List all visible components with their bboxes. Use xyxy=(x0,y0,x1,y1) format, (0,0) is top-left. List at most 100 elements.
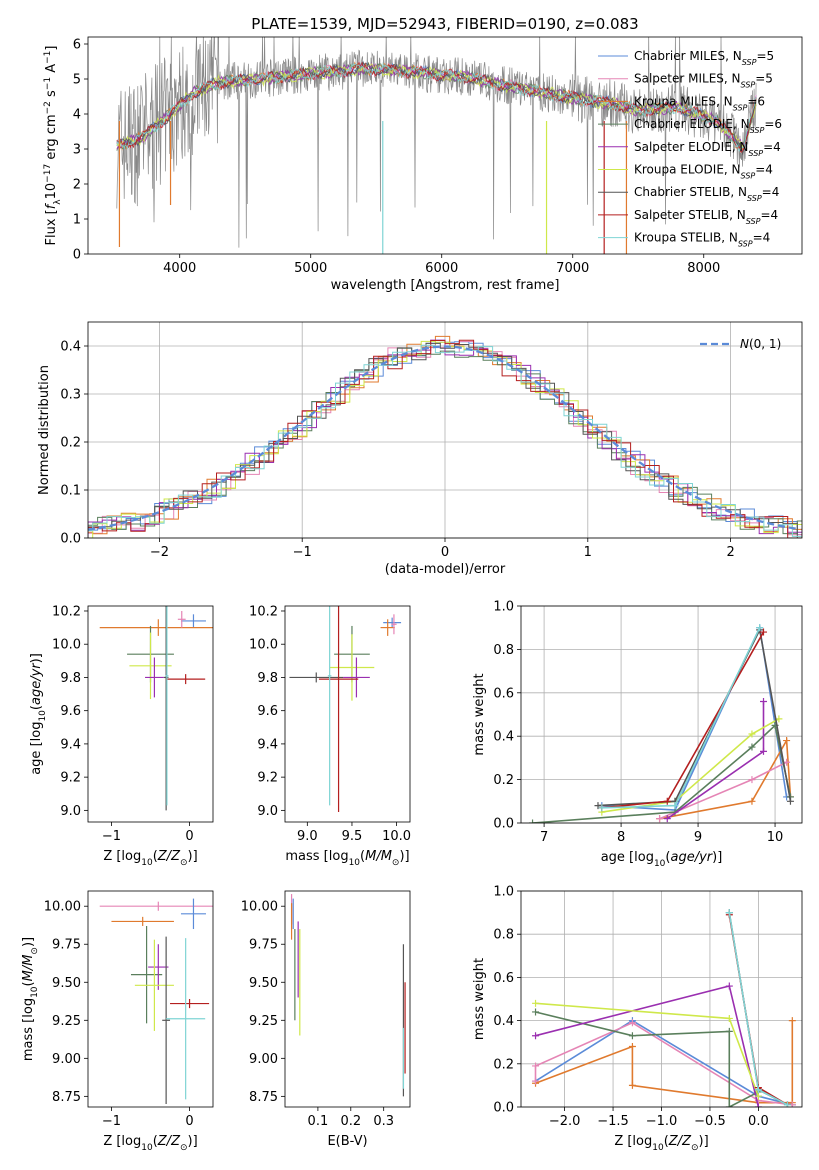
legend-label: Chabrier MILES, NSSP=5 xyxy=(634,49,774,67)
weight-line xyxy=(532,723,792,823)
y-tick-label: 9.50 xyxy=(249,976,278,991)
y-tick-label: 9.0 xyxy=(257,804,278,819)
x-tick-label: 9.0 xyxy=(297,829,318,844)
y-tick-label: 0.1 xyxy=(60,484,81,499)
y-tick-label: 9.25 xyxy=(52,1014,81,1029)
y-tick-label: 9.6 xyxy=(60,704,81,719)
age_vs_mass-plot-area xyxy=(289,606,402,813)
axes-frame xyxy=(87,321,803,539)
weight-marker xyxy=(725,909,733,917)
y-tick-label: 0.0 xyxy=(60,532,81,547)
weight-marker xyxy=(532,999,540,1007)
errorbar-point xyxy=(383,617,402,628)
mass_vs_Z-plot-area xyxy=(99,898,213,1104)
axes-frame xyxy=(284,605,411,823)
weight-marker xyxy=(760,747,768,755)
y-tick-label: 1.0 xyxy=(493,885,514,900)
y-tick-label: 9.75 xyxy=(249,938,278,953)
errorbar-point xyxy=(162,936,171,1104)
x-tick-label: 0.2 xyxy=(340,1114,361,1129)
errorbar-point xyxy=(163,606,169,811)
y-tick-label: 0.8 xyxy=(493,643,514,658)
model-line xyxy=(116,61,757,148)
x-tick-label: 4000 xyxy=(163,261,196,276)
y-tick-label: 0.6 xyxy=(493,971,514,986)
weight-marker xyxy=(663,815,671,823)
errorbar-point xyxy=(391,614,397,635)
weight_vs_Z-panel: −2.0 −1.5 −1.0 −0.5 0.0 0.0 0.2 0.4 0.6 0.8 1.0 Z [… xyxy=(472,885,803,1153)
legend-label: Chabrier ELODIE, NSSP=6 xyxy=(634,117,782,135)
x-tick-label: 6000 xyxy=(425,261,458,276)
x-axis-label: mass [log10(M/M⊙)] xyxy=(285,849,409,868)
legend-label: N(0, 1) xyxy=(740,337,781,351)
y-tick-label: 0.2 xyxy=(60,436,81,451)
x-axis-label: Z [log10(Z/Z⊙)] xyxy=(103,1134,197,1153)
weight-line xyxy=(535,1019,793,1106)
y-tick-label: 10.0 xyxy=(52,638,81,653)
weight-marker xyxy=(529,819,537,823)
age_vs_Z-plot-area xyxy=(99,606,213,811)
errorbar-point xyxy=(180,898,206,930)
legend: N(0, 1) xyxy=(700,337,781,351)
y-tick-label: 0.2 xyxy=(493,1057,514,1072)
x-tick-label: 0 xyxy=(441,545,449,560)
weight-marker xyxy=(760,697,768,705)
errorbar-point xyxy=(99,901,213,911)
weight-line xyxy=(535,1002,760,1097)
y-tick-label: 9.2 xyxy=(257,771,278,786)
weight_vs_Z-plot-area xyxy=(532,909,796,1107)
weight-marker xyxy=(788,1017,796,1025)
weight-marker xyxy=(628,1043,636,1051)
x-tick-label: −1 xyxy=(102,1114,121,1129)
y-tick-label: 9.25 xyxy=(249,1014,278,1029)
y-tick-label: 5 xyxy=(73,73,81,88)
errorbar-point xyxy=(166,674,206,685)
x-axis-label: E(B-V) xyxy=(327,1134,367,1149)
x-tick-label: 0.1 xyxy=(308,1114,329,1129)
y-axis-label: mass [log10(M/M⊙)] xyxy=(21,937,40,1061)
weight-marker xyxy=(671,802,679,810)
y-axis-label: mass weight xyxy=(472,673,487,755)
weight-marker xyxy=(725,1103,733,1107)
weight-marker xyxy=(656,815,664,823)
x-axis-label: Z [log10(Z/Z⊙)] xyxy=(614,1134,708,1153)
y-tick-label: 9.8 xyxy=(60,671,81,686)
errorbar-point xyxy=(134,939,174,1031)
weight-marker xyxy=(783,737,791,745)
y-tick-label: 9.6 xyxy=(257,704,278,719)
y-tick-label: 0.4 xyxy=(60,340,81,355)
weight-line xyxy=(601,627,761,809)
weight_vs_age-panel: 7 8 9 10 0.0 0.2 0.4 0.6 0.8 1.0 age [log10(age/yr… xyxy=(472,600,803,869)
x-tick-label: −0.5 xyxy=(694,1114,726,1129)
y-tick-label: 0.8 xyxy=(493,928,514,943)
y-tick-label: 10.0 xyxy=(249,638,278,653)
spectrum-plot-area xyxy=(116,37,757,254)
errorbar-point xyxy=(329,634,375,701)
weight-marker xyxy=(783,1101,791,1107)
x-tick-label: 9 xyxy=(694,830,702,845)
errorbar-point xyxy=(289,672,344,683)
y-tick-label: 9.4 xyxy=(60,737,81,752)
mass_vs_EBV-plot-area xyxy=(290,894,406,1097)
weight-marker xyxy=(748,797,756,805)
y-tick-label: 3 xyxy=(73,143,81,158)
y-tick-label: 9.4 xyxy=(257,737,278,752)
legend-label: Salpeter MILES, NSSP=5 xyxy=(634,72,773,90)
x-tick-label: 2 xyxy=(726,545,734,560)
x-tick-label: 0 xyxy=(185,829,193,844)
y-tick-label: 6 xyxy=(73,38,81,53)
histogram-step xyxy=(88,335,802,535)
y-tick-label: 9.2 xyxy=(60,771,81,786)
errorbar-point xyxy=(148,944,169,990)
x-tick-label: −2.0 xyxy=(549,1114,581,1129)
y-tick-label: 9.00 xyxy=(52,1052,81,1067)
x-tick-label: 8 xyxy=(617,830,625,845)
legend-label: Chabrier STELIB, NSSP=4 xyxy=(634,185,779,203)
y-tick-label: 9.75 xyxy=(52,938,81,953)
errorbar-point xyxy=(130,925,163,1024)
errorbar-point xyxy=(99,619,213,636)
errorbar-point xyxy=(145,657,164,698)
errorbar-point xyxy=(166,938,206,1100)
y-tick-label: 9.50 xyxy=(52,976,81,991)
